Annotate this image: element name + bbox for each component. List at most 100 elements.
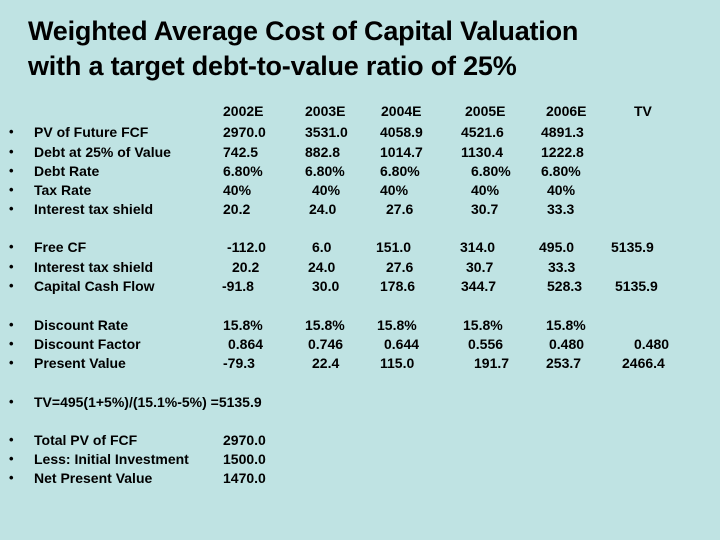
bullet-marker: • bbox=[9, 201, 14, 216]
table-cell: 27.6 bbox=[386, 259, 414, 275]
table-cell: 4058.9 bbox=[380, 124, 423, 140]
row-label: Interest tax shield bbox=[34, 201, 154, 217]
table-row: • PV of Future FCF 2970.0 3531.0 4058.9 4521.… bbox=[0, 124, 720, 144]
table-row: • TV=495(1+5%)/(15.1%-5%) =5135.9 bbox=[0, 394, 720, 414]
table-cell: 20.2 bbox=[223, 201, 251, 217]
table-cell: 742.5 bbox=[223, 144, 259, 160]
table-cell: 15.8% bbox=[377, 317, 417, 333]
table-cell: 15.8% bbox=[223, 317, 263, 333]
table-cell: 0.644 bbox=[384, 336, 420, 352]
column-header: 2005E bbox=[465, 103, 506, 119]
table-cell: 1014.7 bbox=[380, 144, 423, 160]
column-header: 2003E bbox=[305, 103, 346, 119]
row-label: Free CF bbox=[34, 239, 87, 255]
column-header: 2002E bbox=[223, 103, 264, 119]
table-cell: 22.4 bbox=[312, 355, 340, 371]
table-cell: 0.480 bbox=[634, 336, 670, 352]
table-cell: 344.7 bbox=[461, 278, 497, 294]
table-row: • Discount Factor 0.864 0.746 0.644 0.556 0.48… bbox=[0, 336, 720, 356]
bullet-marker: • bbox=[9, 451, 14, 466]
row-label: Debt at 25% of Value bbox=[34, 144, 171, 160]
table-cell: 6.80% bbox=[223, 163, 263, 179]
table-cell: 3531.0 bbox=[305, 124, 348, 140]
table-cell: 6.80% bbox=[541, 163, 581, 179]
title-line-1: Weighted Average Cost of Capital Valuati… bbox=[28, 16, 579, 46]
table-row: • Net Present Value 1470.0 bbox=[0, 470, 720, 490]
table-cell: 0.864 bbox=[228, 336, 264, 352]
table-cell: 6.80% bbox=[471, 163, 511, 179]
table-cell: 1500.0 bbox=[223, 451, 266, 467]
table-cell: 495.0 bbox=[539, 239, 575, 255]
table-cell: 5135.9 bbox=[611, 239, 654, 255]
table-cell: 33.3 bbox=[548, 259, 576, 275]
bullet-marker: • bbox=[9, 144, 14, 159]
row-label: Less: Initial Investment bbox=[34, 451, 189, 467]
bullet-marker: • bbox=[9, 278, 14, 293]
table-cell: 115.0 bbox=[380, 355, 415, 371]
table-cell: 15.8% bbox=[305, 317, 345, 333]
title-line-2: with a target debt-to-value ratio of 25% bbox=[28, 51, 517, 81]
row-label: Tax Rate bbox=[34, 182, 92, 198]
table-row: • Discount Rate 15.8% 15.8% 15.8% 15.8% 15.8% bbox=[0, 317, 720, 337]
table-cell: 0.480 bbox=[549, 336, 585, 352]
table-cell: 151.0 bbox=[376, 239, 412, 255]
table-cell: 15.8% bbox=[546, 317, 586, 333]
row-label: Total PV of FCF bbox=[34, 432, 138, 448]
column-header: 2006E bbox=[546, 103, 587, 119]
table-cell: -112.0 bbox=[227, 239, 266, 255]
table-cell: 528.3 bbox=[547, 278, 583, 294]
table-cell: -79.3 bbox=[223, 355, 255, 371]
table-cell: 253.7 bbox=[546, 355, 582, 371]
row-label: Debt Rate bbox=[34, 163, 100, 179]
table-cell: 2466.4 bbox=[622, 355, 665, 371]
column-header: 2004E bbox=[381, 103, 422, 119]
table-cell: 882.8 bbox=[305, 144, 341, 160]
table-cell: 30.7 bbox=[466, 259, 494, 275]
table-cell: 4891.3 bbox=[541, 124, 584, 140]
table-cell: 0.556 bbox=[468, 336, 504, 352]
bullet-marker: • bbox=[9, 163, 14, 178]
bullet-marker: • bbox=[9, 355, 14, 370]
row-label: Discount Rate bbox=[34, 317, 129, 333]
table-cell: 2970.0 bbox=[223, 124, 266, 140]
table-cell: 5135.9 bbox=[615, 278, 658, 294]
bullet-marker: • bbox=[9, 317, 14, 332]
table-cell: 15.8% bbox=[463, 317, 503, 333]
table-cell: 40% bbox=[471, 182, 500, 198]
table-cell: 40% bbox=[380, 182, 409, 198]
table-cell: 6.0 bbox=[312, 239, 332, 255]
table-cell: 27.6 bbox=[386, 201, 414, 217]
slide-title: Weighted Average Cost of Capital Valuati… bbox=[28, 14, 708, 84]
table-row: • Debt at 25% of Value 742.5 882.8 1014.7 113… bbox=[0, 144, 720, 164]
table-row: • Free CF -112.0 6.0 151.0 314.0 495.0 5135.9 bbox=[0, 239, 720, 259]
table-row: • Tax Rate 40% 40% 40% 40% 40% bbox=[0, 182, 720, 202]
table-cell: 33.3 bbox=[547, 201, 575, 217]
table-cell: 314.0 bbox=[460, 239, 496, 255]
table-cell: 2970.0 bbox=[223, 432, 266, 448]
table-cell: 4521.6 bbox=[461, 124, 504, 140]
table-cell: 1222.8 bbox=[541, 144, 584, 160]
table-cell: 191.7 bbox=[474, 355, 510, 371]
table-cell: 1130.4 bbox=[461, 144, 504, 160]
row-label: PV of Future FCF bbox=[34, 124, 149, 140]
table-cell: 24.0 bbox=[308, 259, 336, 275]
table-cell: 0.746 bbox=[308, 336, 344, 352]
table-row: • Interest tax shield 20.2 24.0 27.6 30.7 33.3 bbox=[0, 201, 720, 221]
table-row: • Interest tax shield 20.2 24.0 27.6 30.7 33.3 bbox=[0, 259, 720, 279]
row-label: Capital Cash Flow bbox=[34, 278, 155, 294]
bullet-marker: • bbox=[9, 394, 14, 409]
table-cell: 20.2 bbox=[232, 259, 260, 275]
table-cell: 40% bbox=[547, 182, 576, 198]
row-label: TV=495(1+5%)/(15.1%-5%) =5135.9 bbox=[34, 394, 262, 410]
table-cell: 6.80% bbox=[380, 163, 420, 179]
table-row: • Present Value -79.3 22.4 115.0 191.7 253.7 24… bbox=[0, 355, 720, 375]
table-cell: 178.6 bbox=[380, 278, 416, 294]
bullet-marker: • bbox=[9, 432, 14, 447]
table-cell: -91.8 bbox=[222, 278, 254, 294]
bullet-marker: • bbox=[9, 336, 14, 351]
table-cell: 30.0 bbox=[312, 278, 340, 294]
bullet-marker: • bbox=[9, 239, 14, 254]
row-label: Discount Factor bbox=[34, 336, 141, 352]
table-row: • Less: Initial Investment 1500.0 bbox=[0, 451, 720, 471]
bullet-marker: • bbox=[9, 470, 14, 485]
